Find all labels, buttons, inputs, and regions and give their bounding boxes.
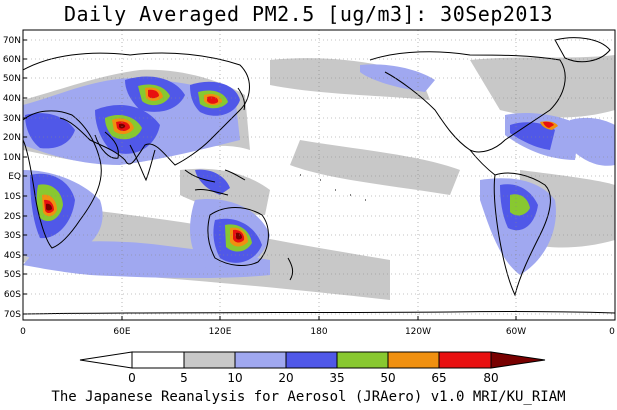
colorbar-segment (285, 351, 338, 369)
lat-label: 70S (4, 310, 21, 320)
colorbar-segment (336, 351, 389, 369)
colorbar-tick: 80 (483, 371, 498, 385)
lon-label: 120W (405, 327, 431, 337)
lat-label: 40S (4, 251, 21, 261)
longitude-labels: 0 60E 120E 180 120W 60W 0 (20, 327, 615, 337)
colorbar-tick: 50 (380, 371, 395, 385)
lon-label: 60W (506, 327, 526, 337)
colorbar-tick: 0 (128, 371, 136, 385)
latitude-labels: 70N 60N 50N 40N 30N 20N 10N EQ 10S 20S 3… (3, 36, 21, 320)
lon-label: 120E (209, 327, 232, 337)
colorbar-tick: 10 (227, 371, 242, 385)
colorbar-tick: 65 (431, 371, 446, 385)
lon-label: 60E (113, 327, 130, 337)
colorbar-segment (234, 351, 287, 369)
lat-label: 30N (3, 114, 21, 124)
colorbar-tick: 20 (278, 371, 293, 385)
map-title: Daily Averaged PM2.5 [ug/m3]: 30Sep2013 (63, 2, 554, 26)
lat-label: 60S (4, 290, 21, 300)
colorbar-tick: 5 (180, 371, 188, 385)
lat-label: 30S (4, 231, 21, 241)
colorbar-max-arrow (490, 351, 546, 369)
lon-label: 0 (20, 327, 26, 337)
colorbar-segment (183, 351, 236, 369)
lat-label: EQ (8, 172, 21, 182)
lat-label: 20N (3, 133, 21, 143)
lon-label: 0 (609, 327, 615, 337)
colorbar: 0 5 10 20 35 50 65 80 (79, 351, 546, 385)
lat-label: 50S (4, 270, 21, 280)
colorbar-segment (387, 351, 440, 369)
lat-label: 10S (4, 192, 21, 202)
lat-label: 10N (3, 153, 21, 163)
lat-label: 20S (4, 212, 21, 222)
lon-label: 180 (310, 327, 327, 337)
lat-label: 40N (3, 94, 21, 104)
colorbar-segment (131, 351, 185, 369)
colorbar-segment (438, 351, 492, 369)
colorbar-min-arrow (79, 351, 133, 369)
colorbar-tick: 35 (329, 371, 344, 385)
footer-credit: The Japanese Reanalysis for Aerosol (JRA… (51, 389, 566, 405)
lat-label: 60N (3, 55, 21, 65)
lat-label: 70N (3, 36, 21, 46)
lat-label: 50N (3, 74, 21, 84)
pm25-shading (23, 30, 615, 320)
